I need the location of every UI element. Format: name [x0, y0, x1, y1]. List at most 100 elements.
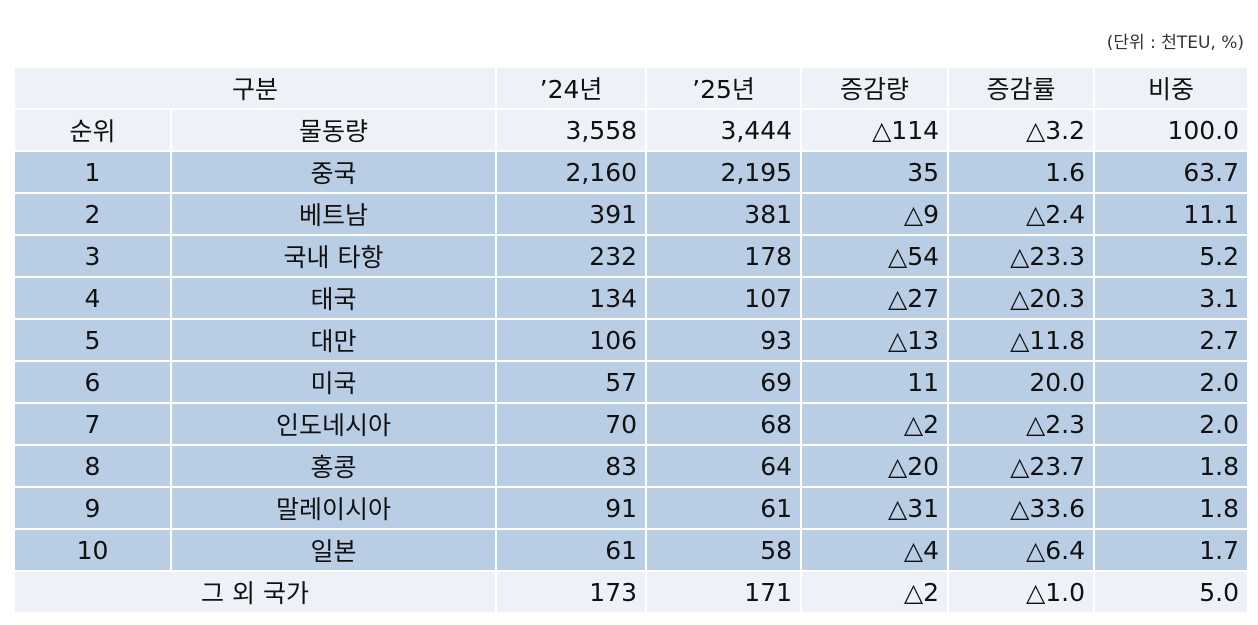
- table-cell: 베트남: [169, 192, 498, 236]
- table-cell: △6.4: [947, 528, 1096, 572]
- table-cell: 6: [13, 360, 172, 404]
- table-cell: 중국: [169, 150, 498, 194]
- table-cell: 171: [645, 570, 803, 614]
- table-cell: 2,160: [495, 150, 648, 194]
- table-cell: 391: [495, 192, 648, 236]
- table-cell: 68: [645, 402, 803, 446]
- table-cell: 83: [495, 444, 648, 488]
- table-cell: 134: [495, 276, 648, 320]
- table-cell: △20.3: [947, 276, 1096, 320]
- table-cell: 173: [495, 570, 648, 614]
- table-cell: 비중: [1093, 66, 1250, 110]
- table-cell: △20: [800, 444, 950, 488]
- table-cell: 3.1: [1093, 276, 1250, 320]
- table-cell: 64: [645, 444, 803, 488]
- table-cell: 35: [800, 150, 950, 194]
- table-cell: 63.7: [1093, 150, 1250, 194]
- table-cell: △33.6: [947, 486, 1096, 530]
- table-cell: 말레이시아: [169, 486, 498, 530]
- unit-note: (단위 : 천TEU, %): [1106, 33, 1244, 53]
- table-cell: 232: [495, 234, 648, 278]
- table-cell: ’25년: [645, 66, 803, 110]
- table-cell: △2.4: [947, 192, 1096, 236]
- table-cell: 구분: [12, 66, 498, 110]
- table-row: 구분 ’24년 ’25년 증감량 증감률 비중: [12, 66, 1250, 110]
- table-cell: 8: [13, 444, 172, 488]
- table-cell: 3,444: [645, 108, 803, 152]
- table-cell: 20.0: [947, 360, 1096, 404]
- table-cell: 1.8: [1093, 486, 1250, 530]
- table-row: 9 말레이시아 91 61 △31 △33.6 1.8: [13, 486, 1250, 530]
- table-cell: △23.7: [947, 444, 1096, 488]
- table-row: 8 홍콩 83 64 △20 △23.7 1.8: [13, 444, 1250, 488]
- table-cell: 2.7: [1093, 318, 1250, 362]
- table-cell: 국내 타항: [169, 234, 498, 278]
- table-row: 1 중국 2,160 2,195 35 1.6 63.7: [13, 150, 1250, 194]
- table-cell: 대만: [169, 318, 498, 362]
- table-cell: 5: [13, 318, 172, 362]
- table-cell: 1.8: [1093, 444, 1250, 488]
- table-row: 10 일본 61 58 △4 △6.4 1.7: [13, 528, 1250, 572]
- table-cell: △27: [800, 276, 950, 320]
- table-cell: 178: [645, 234, 803, 278]
- table-cell: 11: [800, 360, 950, 404]
- table-row: 7 인도네시아 70 68 △2 △2.3 2.0: [13, 402, 1250, 446]
- table-cell: ’24년: [495, 66, 648, 110]
- table-cell: 5.0: [1093, 570, 1250, 614]
- table-row: 3 국내 타항 232 178 △54 △23.3 5.2: [13, 234, 1250, 278]
- table-cell: 70: [495, 402, 648, 446]
- table-cell: 태국: [169, 276, 498, 320]
- table-cell: 93: [645, 318, 803, 362]
- table-cell: △9: [800, 192, 950, 236]
- table-cell: △4: [800, 528, 950, 572]
- table-cell: 381: [645, 192, 803, 236]
- table-cell: 물동량: [169, 108, 498, 152]
- table-cell: 2.0: [1093, 402, 1250, 446]
- data-table: 구분 ’24년 ’25년 증감량 증감률 비중 순위 물동량 3,558 3,444 △114 △3.…: [12, 66, 1250, 614]
- table-cell: 1.7: [1093, 528, 1250, 572]
- table-cell: 5.2: [1093, 234, 1250, 278]
- table-cell: 증감률: [947, 66, 1096, 110]
- table-cell: 91: [495, 486, 648, 530]
- table-cell: △2.3: [947, 402, 1096, 446]
- table-row: 그 외 국가 173 171 △2 △1.0 5.0: [12, 570, 1250, 614]
- table-cell: △1.0: [947, 570, 1096, 614]
- table-cell: 69: [645, 360, 803, 404]
- table-cell: 미국: [169, 360, 498, 404]
- table-cell: 9: [13, 486, 172, 530]
- table-cell: 10: [13, 528, 172, 572]
- table-cell: 그 외 국가: [12, 570, 498, 614]
- table-cell: 인도네시아: [169, 402, 498, 446]
- table-cell: 증감량: [800, 66, 950, 110]
- table-cell: △2: [800, 570, 950, 614]
- table-cell: 2,195: [645, 150, 803, 194]
- table-cell: 57: [495, 360, 648, 404]
- table-cell: 61: [645, 486, 803, 530]
- table-cell: △2: [800, 402, 950, 446]
- table-row: 2 베트남 391 381 △9 △2.4 11.1: [13, 192, 1250, 236]
- table-cell: 2: [13, 192, 172, 236]
- table-row: 5 대만 106 93 △13 △11.8 2.7: [13, 318, 1250, 362]
- table-cell: 2.0: [1093, 360, 1250, 404]
- table-cell: 1.6: [947, 150, 1096, 194]
- table-cell: 106: [495, 318, 648, 362]
- table-cell: 4: [13, 276, 172, 320]
- table-row: 순위 물동량 3,558 3,444 △114 △3.2 100.0: [13, 108, 1250, 152]
- table-cell: △114: [800, 108, 950, 152]
- table-cell: 1: [13, 150, 172, 194]
- table-cell: 3: [13, 234, 172, 278]
- table-cell: 11.1: [1093, 192, 1250, 236]
- table-row: 6 미국 57 69 11 20.0 2.0: [13, 360, 1250, 404]
- table-cell: 홍콩: [169, 444, 498, 488]
- table-cell: 7: [13, 402, 172, 446]
- table-cell: △54: [800, 234, 950, 278]
- table-cell: △23.3: [947, 234, 1096, 278]
- table-cell: 100.0: [1093, 108, 1250, 152]
- table-cell: △3.2: [947, 108, 1096, 152]
- table-cell: 순위: [13, 108, 172, 152]
- table-cell: 58: [645, 528, 803, 572]
- table-cell: △31: [800, 486, 950, 530]
- table-cell: 3,558: [495, 108, 648, 152]
- table-cell: △11.8: [947, 318, 1096, 362]
